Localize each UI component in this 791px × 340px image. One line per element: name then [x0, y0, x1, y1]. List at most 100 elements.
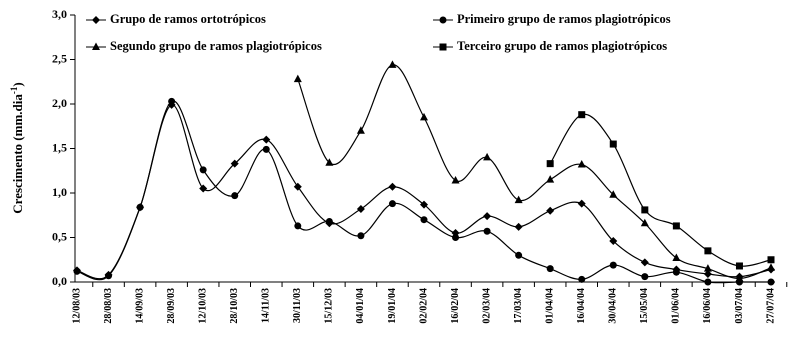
series-line [297, 64, 772, 280]
y-axis-title: Crescimento (mm.dia-1) [9, 82, 25, 213]
point [168, 97, 176, 105]
x-tick-label: 28/10/03 [229, 288, 240, 324]
x-tick-label: 12/08/03 [71, 288, 82, 324]
y-tick-label: 1,0 [52, 185, 67, 199]
legend-label: Grupo de ramos ortotrópicos [110, 12, 266, 26]
point [735, 273, 744, 282]
point [641, 273, 649, 281]
point [105, 272, 113, 280]
point [452, 234, 460, 241]
point [356, 205, 365, 214]
point [199, 166, 207, 174]
point [231, 192, 239, 200]
x-tick-label: 01/04/04 [544, 288, 555, 324]
x-tick-label: 14/11/03 [261, 288, 272, 323]
y-tick-label: 2,5 [52, 51, 67, 65]
point [420, 112, 428, 121]
point [609, 190, 618, 198]
point [704, 247, 712, 255]
y-tick-label: 0,0 [52, 274, 67, 288]
point [767, 278, 775, 286]
legend-label: Terceiro grupo de ramos plagiotrópicos [457, 39, 667, 53]
point [703, 269, 712, 278]
point [73, 267, 81, 275]
x-tick-label: 16/06/04 [702, 288, 713, 324]
series-line [76, 100, 771, 284]
point [439, 16, 447, 24]
point [262, 145, 270, 153]
point [420, 200, 428, 209]
point [356, 126, 365, 134]
x-tick-label: 28/09/03 [166, 288, 177, 324]
series-line [76, 104, 772, 280]
point [609, 237, 618, 246]
x-tick-label: 12/10/03 [197, 288, 208, 324]
y-tick-label: 0,5 [52, 229, 67, 243]
point [767, 256, 775, 264]
x-tick-label: 14/09/03 [134, 288, 145, 324]
point [357, 232, 365, 240]
legend-label: Segundo grupo de ramos plagiotrópicos [110, 39, 322, 53]
x-tick-label: 04/01/04 [355, 288, 366, 324]
point [388, 60, 397, 68]
point [609, 261, 617, 269]
x-tick-label: 30/11/03 [292, 288, 303, 323]
point [514, 222, 523, 231]
point [483, 212, 492, 221]
x-tick-label: 16/04/04 [576, 288, 587, 324]
x-tick-label: 02/03/04 [481, 288, 492, 324]
point [640, 218, 649, 227]
point [293, 74, 302, 83]
point [767, 263, 775, 271]
x-tick-label: 02/02/04 [418, 288, 429, 324]
x-tick-label: 15/05/04 [639, 288, 650, 324]
point [704, 278, 712, 286]
point [735, 262, 743, 270]
point [641, 206, 649, 214]
point [483, 152, 492, 161]
point [640, 258, 649, 267]
x-tick-label: 16/02/04 [450, 288, 461, 324]
y-tick-label: 1,5 [52, 140, 67, 154]
point [92, 42, 100, 50]
point [325, 158, 334, 166]
legend-label: Primeiro grupo de ramos plagiotrópicos [457, 12, 671, 26]
x-tick-label: 15/12/03 [324, 288, 335, 324]
point [262, 135, 271, 144]
x-tick-label: 17/03/04 [513, 288, 524, 324]
point [420, 216, 428, 224]
y-axis-title-close: ) [10, 82, 25, 86]
point [439, 43, 447, 51]
point [514, 195, 523, 204]
y-tick-label: 2,0 [52, 96, 67, 110]
point [388, 182, 397, 191]
point [325, 217, 333, 225]
point [92, 16, 100, 24]
x-tick-label: 27/07/04 [765, 288, 776, 324]
y-axis-title-text: Crescimento (mm.dia [10, 94, 25, 214]
point [609, 140, 617, 148]
point [546, 175, 555, 183]
point [294, 222, 302, 230]
point [230, 159, 239, 168]
x-tick-label: 19/01/04 [387, 288, 398, 324]
x-tick-label: 01/06/04 [671, 288, 682, 324]
point [672, 222, 680, 230]
point [136, 203, 144, 211]
point [577, 199, 586, 208]
point [672, 268, 680, 276]
point [546, 265, 554, 273]
point [546, 160, 554, 168]
y-axis-title-sup: -1 [9, 86, 19, 94]
series-line [549, 113, 772, 267]
point [199, 184, 208, 193]
point [578, 111, 586, 119]
x-tick-label: 28/08/03 [103, 288, 114, 324]
point [578, 275, 586, 283]
point [672, 253, 681, 261]
point [577, 160, 586, 168]
point [546, 206, 555, 215]
point [515, 251, 523, 259]
x-tick-label: 03/07/04 [734, 288, 745, 324]
point [293, 182, 302, 191]
